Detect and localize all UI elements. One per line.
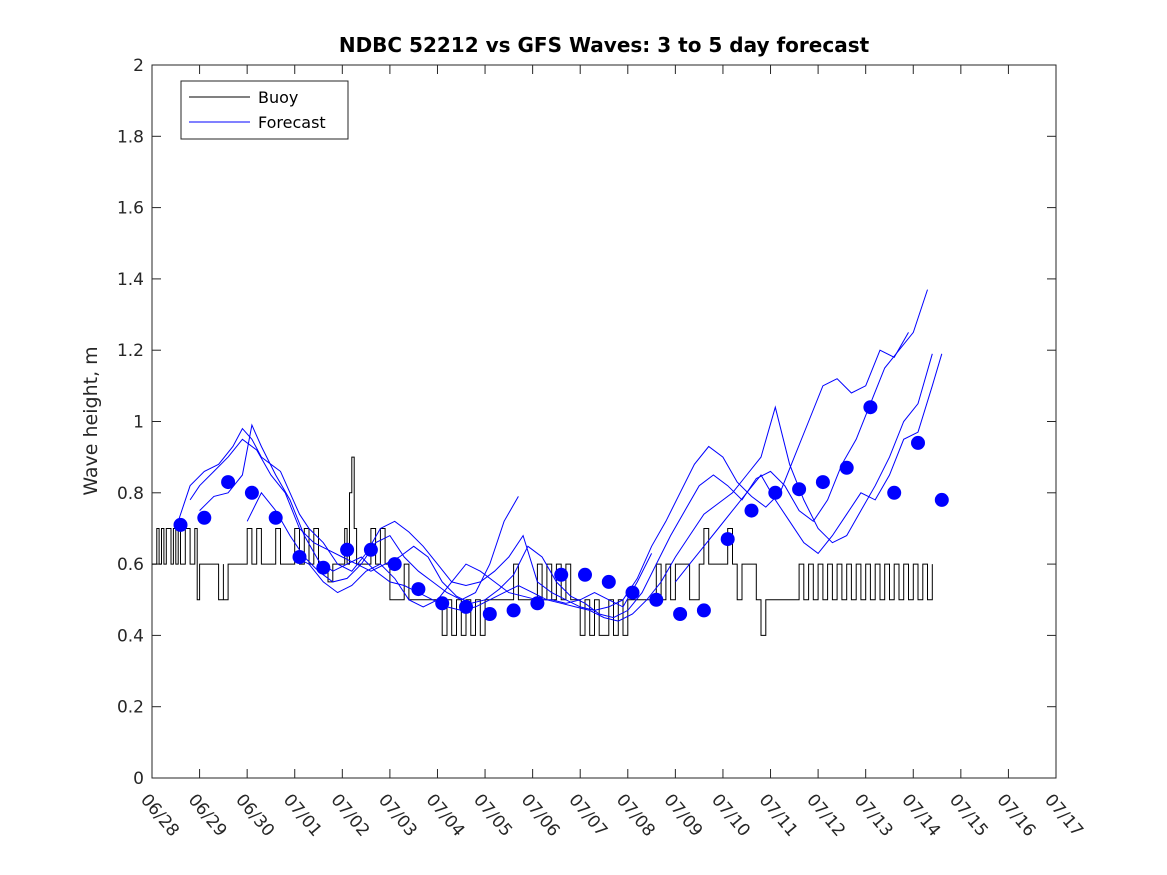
x-tick-label: 07/12 (802, 790, 849, 840)
forecast-marker (673, 607, 688, 621)
forecast-marker (340, 542, 355, 557)
x-tick-label: 07/17 (1040, 790, 1087, 840)
x-tick-label: 07/02 (326, 790, 373, 840)
x-tick-label: 07/10 (707, 790, 754, 840)
y-tick-label: 0.2 (117, 698, 144, 718)
forecast-marker (387, 557, 402, 572)
legend-buoy-label: Buoy (258, 88, 298, 107)
forecast-marker (363, 542, 378, 557)
forecast-markers (173, 400, 949, 621)
forecast-marker (268, 510, 283, 525)
forecast-marker (435, 596, 450, 611)
forecast-marker (506, 603, 521, 618)
forecast-marker (768, 485, 783, 500)
forecast-marker (173, 517, 188, 532)
forecast-marker (530, 596, 545, 611)
forecast-marker (578, 567, 592, 582)
forecast-line (189, 289, 928, 619)
x-tick-label: 07/08 (612, 790, 659, 840)
legend: Buoy Forecast (180, 80, 349, 140)
x-tick-label: 06/29 (184, 790, 231, 840)
forecast-marker (744, 503, 759, 518)
forecast-marker (244, 485, 259, 500)
forecast-marker (887, 485, 902, 500)
x-tick-label: 07/11 (755, 790, 802, 840)
forecast-marker (649, 592, 664, 607)
forecast-marker (863, 400, 878, 415)
x-tick-label: 07/15 (945, 790, 992, 840)
axis-ticks (151, 64, 1057, 779)
forecast-marker (720, 532, 735, 547)
x-tick-label: 07/03 (374, 790, 421, 840)
y-tick-label: 1.4 (117, 270, 144, 290)
forecast-marker (839, 460, 854, 475)
forecast-marker (601, 574, 616, 589)
forecast-marker (482, 607, 497, 621)
forecast-marker (197, 510, 212, 525)
x-tick-label: 06/28 (136, 790, 183, 840)
legend-box (180, 80, 349, 140)
y-tick-label: 1.8 (117, 127, 144, 147)
forecast-marker (625, 585, 640, 600)
x-tick-label: 07/01 (279, 790, 326, 840)
forecast-marker (459, 599, 473, 614)
y-axis-label: Wave height, m (80, 346, 102, 495)
y-tick-label: 1 (133, 413, 144, 433)
x-tick-labels: 06/28 06/29 06/30 07/01 07/02 07/03 07/04 07/05… (136, 790, 1087, 840)
forecast-marker (934, 492, 949, 507)
x-tick-label: 07/16 (993, 790, 1040, 840)
forecast-marker (815, 475, 830, 490)
forecast-line (199, 353, 933, 622)
y-tick-label: 1.6 (117, 199, 144, 219)
x-tick-label: 07/05 (469, 790, 516, 840)
y-tick-label: 2 (133, 56, 144, 76)
y-tick-labels: 0 0.2 0.4 0.6 0.8 1 1.2 1.4 1.6 1.8 2 (117, 56, 144, 789)
plot-area (151, 64, 1057, 779)
legend-forecast-label: Forecast (258, 113, 326, 132)
forecast-line (294, 553, 653, 608)
y-tick-label: 0.4 (117, 626, 144, 646)
x-tick-label: 06/30 (231, 790, 278, 840)
x-tick-label: 07/09 (660, 790, 707, 840)
forecast-marker (554, 567, 569, 582)
forecast-marker (411, 582, 426, 597)
y-tick-label: 0 (133, 769, 144, 789)
forecast-marker (221, 475, 236, 490)
x-tick-label: 07/07 (564, 790, 611, 840)
x-tick-label: 07/13 (850, 790, 897, 840)
y-tick-label: 0.8 (117, 484, 144, 504)
forecast-marker (792, 482, 807, 497)
chart-title: NDBC 52212 vs GFS Waves: 3 to 5 day fore… (339, 33, 870, 57)
forecast-line (246, 491, 519, 601)
forecast-line (675, 353, 943, 583)
forecast-marker (292, 550, 307, 564)
forecast-marker (911, 435, 925, 450)
y-tick-label: 1.2 (117, 341, 144, 361)
y-tick-label: 0.6 (117, 555, 144, 575)
x-tick-label: 07/06 (517, 790, 564, 840)
forecast-marker (696, 603, 711, 618)
x-tick-label: 07/04 (422, 790, 469, 840)
forecast-marker (316, 560, 331, 575)
x-tick-label: 07/14 (897, 790, 944, 840)
